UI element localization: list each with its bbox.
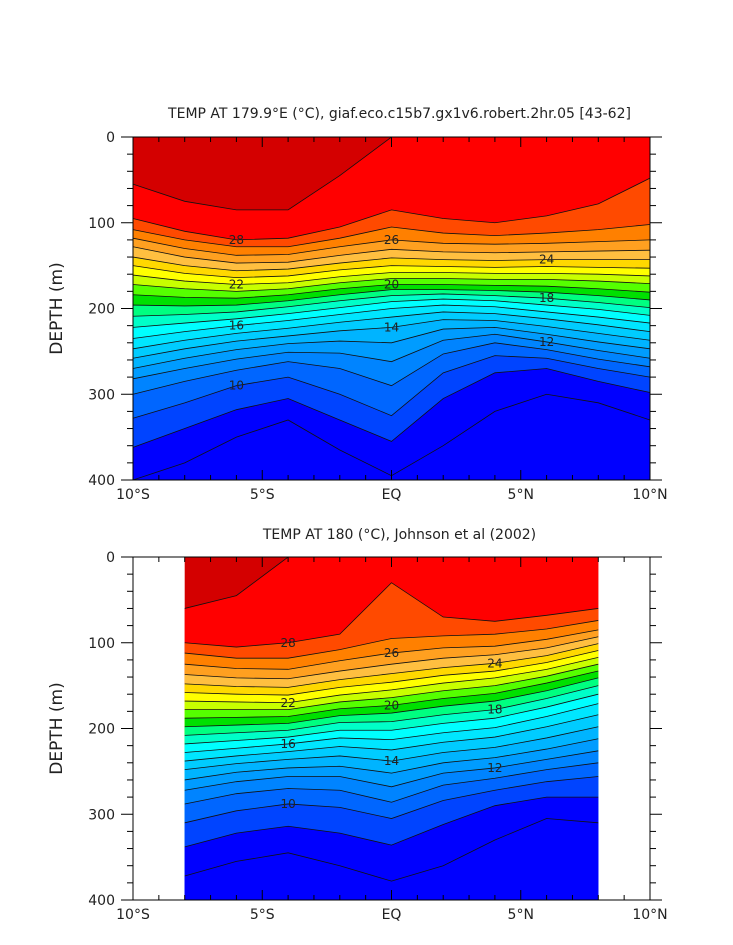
y-tick-label: 0 (106, 550, 115, 566)
contour-label: 18 (539, 291, 554, 305)
isotherm-24 (184, 643, 599, 688)
contour-band-8 (184, 818, 599, 900)
isotherm-19 (184, 677, 599, 728)
isotherm-23 (132, 265, 651, 279)
y-tick-label: 400 (88, 473, 115, 489)
isotherm-13 (132, 326, 651, 369)
x-tick-label: 5°N (508, 907, 534, 923)
isotherm-16 (132, 304, 651, 339)
isotherm-13 (184, 738, 599, 781)
contour-label: 20 (384, 698, 399, 712)
isotherm-14 (184, 726, 599, 771)
contour-label: 12 (539, 335, 554, 349)
contour-band-8 (133, 394, 650, 480)
isotherm-25 (132, 246, 651, 264)
isotherm-12 (132, 333, 651, 380)
isotherm-11 (184, 762, 599, 805)
contour-label: 14 (384, 320, 399, 334)
isotherm-20 (132, 284, 651, 299)
isotherm-21 (132, 278, 651, 292)
isotherm-18 (184, 685, 599, 736)
isotherm-28 (184, 582, 599, 648)
isotherm-19 (132, 289, 651, 307)
isotherm-14 (132, 319, 651, 359)
isotherm-21 (184, 663, 599, 711)
isotherm-27 (132, 224, 651, 248)
isotherm-9 (132, 368, 651, 448)
contour-label: 16 (229, 319, 244, 333)
y-tick-label: 300 (88, 387, 115, 403)
y-axis-title: DEPTH (m) (47, 262, 67, 354)
contour-label: 28 (229, 233, 244, 247)
isotherm-25 (184, 636, 599, 680)
isotherm-11 (132, 342, 651, 395)
chart-title: TEMP AT 180 (°C), Johnson et al (2002) (262, 527, 536, 543)
isotherm-9 (184, 796, 599, 848)
contour-label: 18 (487, 703, 502, 717)
chart-panel-2: 28 26 24 22 20 18 16 14 12 10 10°S 5°S EQ 5°N 10°N 0 100… (47, 527, 668, 923)
x-tick-label: 5°S (250, 487, 275, 503)
y-tick-label: 300 (88, 807, 115, 823)
x-tick-label: EQ (382, 487, 402, 503)
isotherm-12 (184, 750, 599, 791)
x-tick-label: 5°N (508, 487, 534, 503)
chart-panel-1: 28 26 24 22 20 18 16 14 12 10 10°S 5°S EQ 5°N 10°N 0 100… (47, 106, 668, 503)
isotherm-8 (184, 818, 599, 882)
y-axis-title: DEPTH (m) (47, 682, 67, 774)
isotherm-17 (132, 298, 651, 328)
y-tick-label: 100 (88, 636, 115, 652)
y-tick-label: 200 (88, 302, 115, 318)
contour-label: 10 (280, 797, 295, 811)
isotherm-10 (132, 355, 651, 419)
contour-label: 22 (229, 277, 244, 291)
x-tick-label: EQ (382, 907, 402, 923)
x-tick-label: 10°N (632, 487, 667, 503)
y-tick-label: 200 (88, 722, 115, 738)
contour-label: 12 (487, 761, 502, 775)
isotherm-20 (184, 670, 599, 719)
chart-title: TEMP AT 179.9°E (°C), giaf.eco.c15b7.gx1… (167, 106, 631, 122)
contour-label: 26 (384, 233, 399, 247)
contour-label: 10 (229, 379, 244, 393)
contour-label: 14 (384, 754, 399, 768)
contour-label: 24 (539, 253, 554, 267)
isotherm-26 (132, 237, 651, 256)
contour-label: 20 (384, 277, 399, 291)
contour-label: 22 (280, 696, 295, 710)
y-tick-label: 100 (88, 216, 115, 232)
contour-label: 28 (280, 636, 295, 650)
isotherm-27 (184, 620, 599, 659)
x-tick-label: 10°S (116, 487, 150, 503)
isotherm-10 (184, 776, 599, 824)
isotherm-15 (132, 311, 651, 350)
isotherm-22 (132, 272, 651, 285)
x-tick-label: 10°S (116, 907, 150, 923)
isotherm-16 (184, 703, 599, 753)
x-tick-label: 5°S (250, 907, 275, 923)
isotherm-26 (184, 629, 599, 670)
isotherm-17 (184, 693, 599, 745)
contour-label: 26 (384, 646, 399, 660)
y-tick-label: 0 (106, 130, 115, 146)
isotherm-28 (132, 177, 651, 241)
isotherm-22 (184, 656, 599, 704)
contour-label: 16 (280, 737, 295, 751)
isotherm-24 (132, 256, 650, 272)
isotherm-23 (184, 650, 599, 696)
x-tick-label: 10°N (632, 907, 667, 923)
isotherm-18 (132, 293, 651, 317)
y-tick-label: 400 (88, 893, 115, 909)
contour-label: 24 (487, 656, 502, 670)
isotherm-15 (184, 714, 599, 762)
